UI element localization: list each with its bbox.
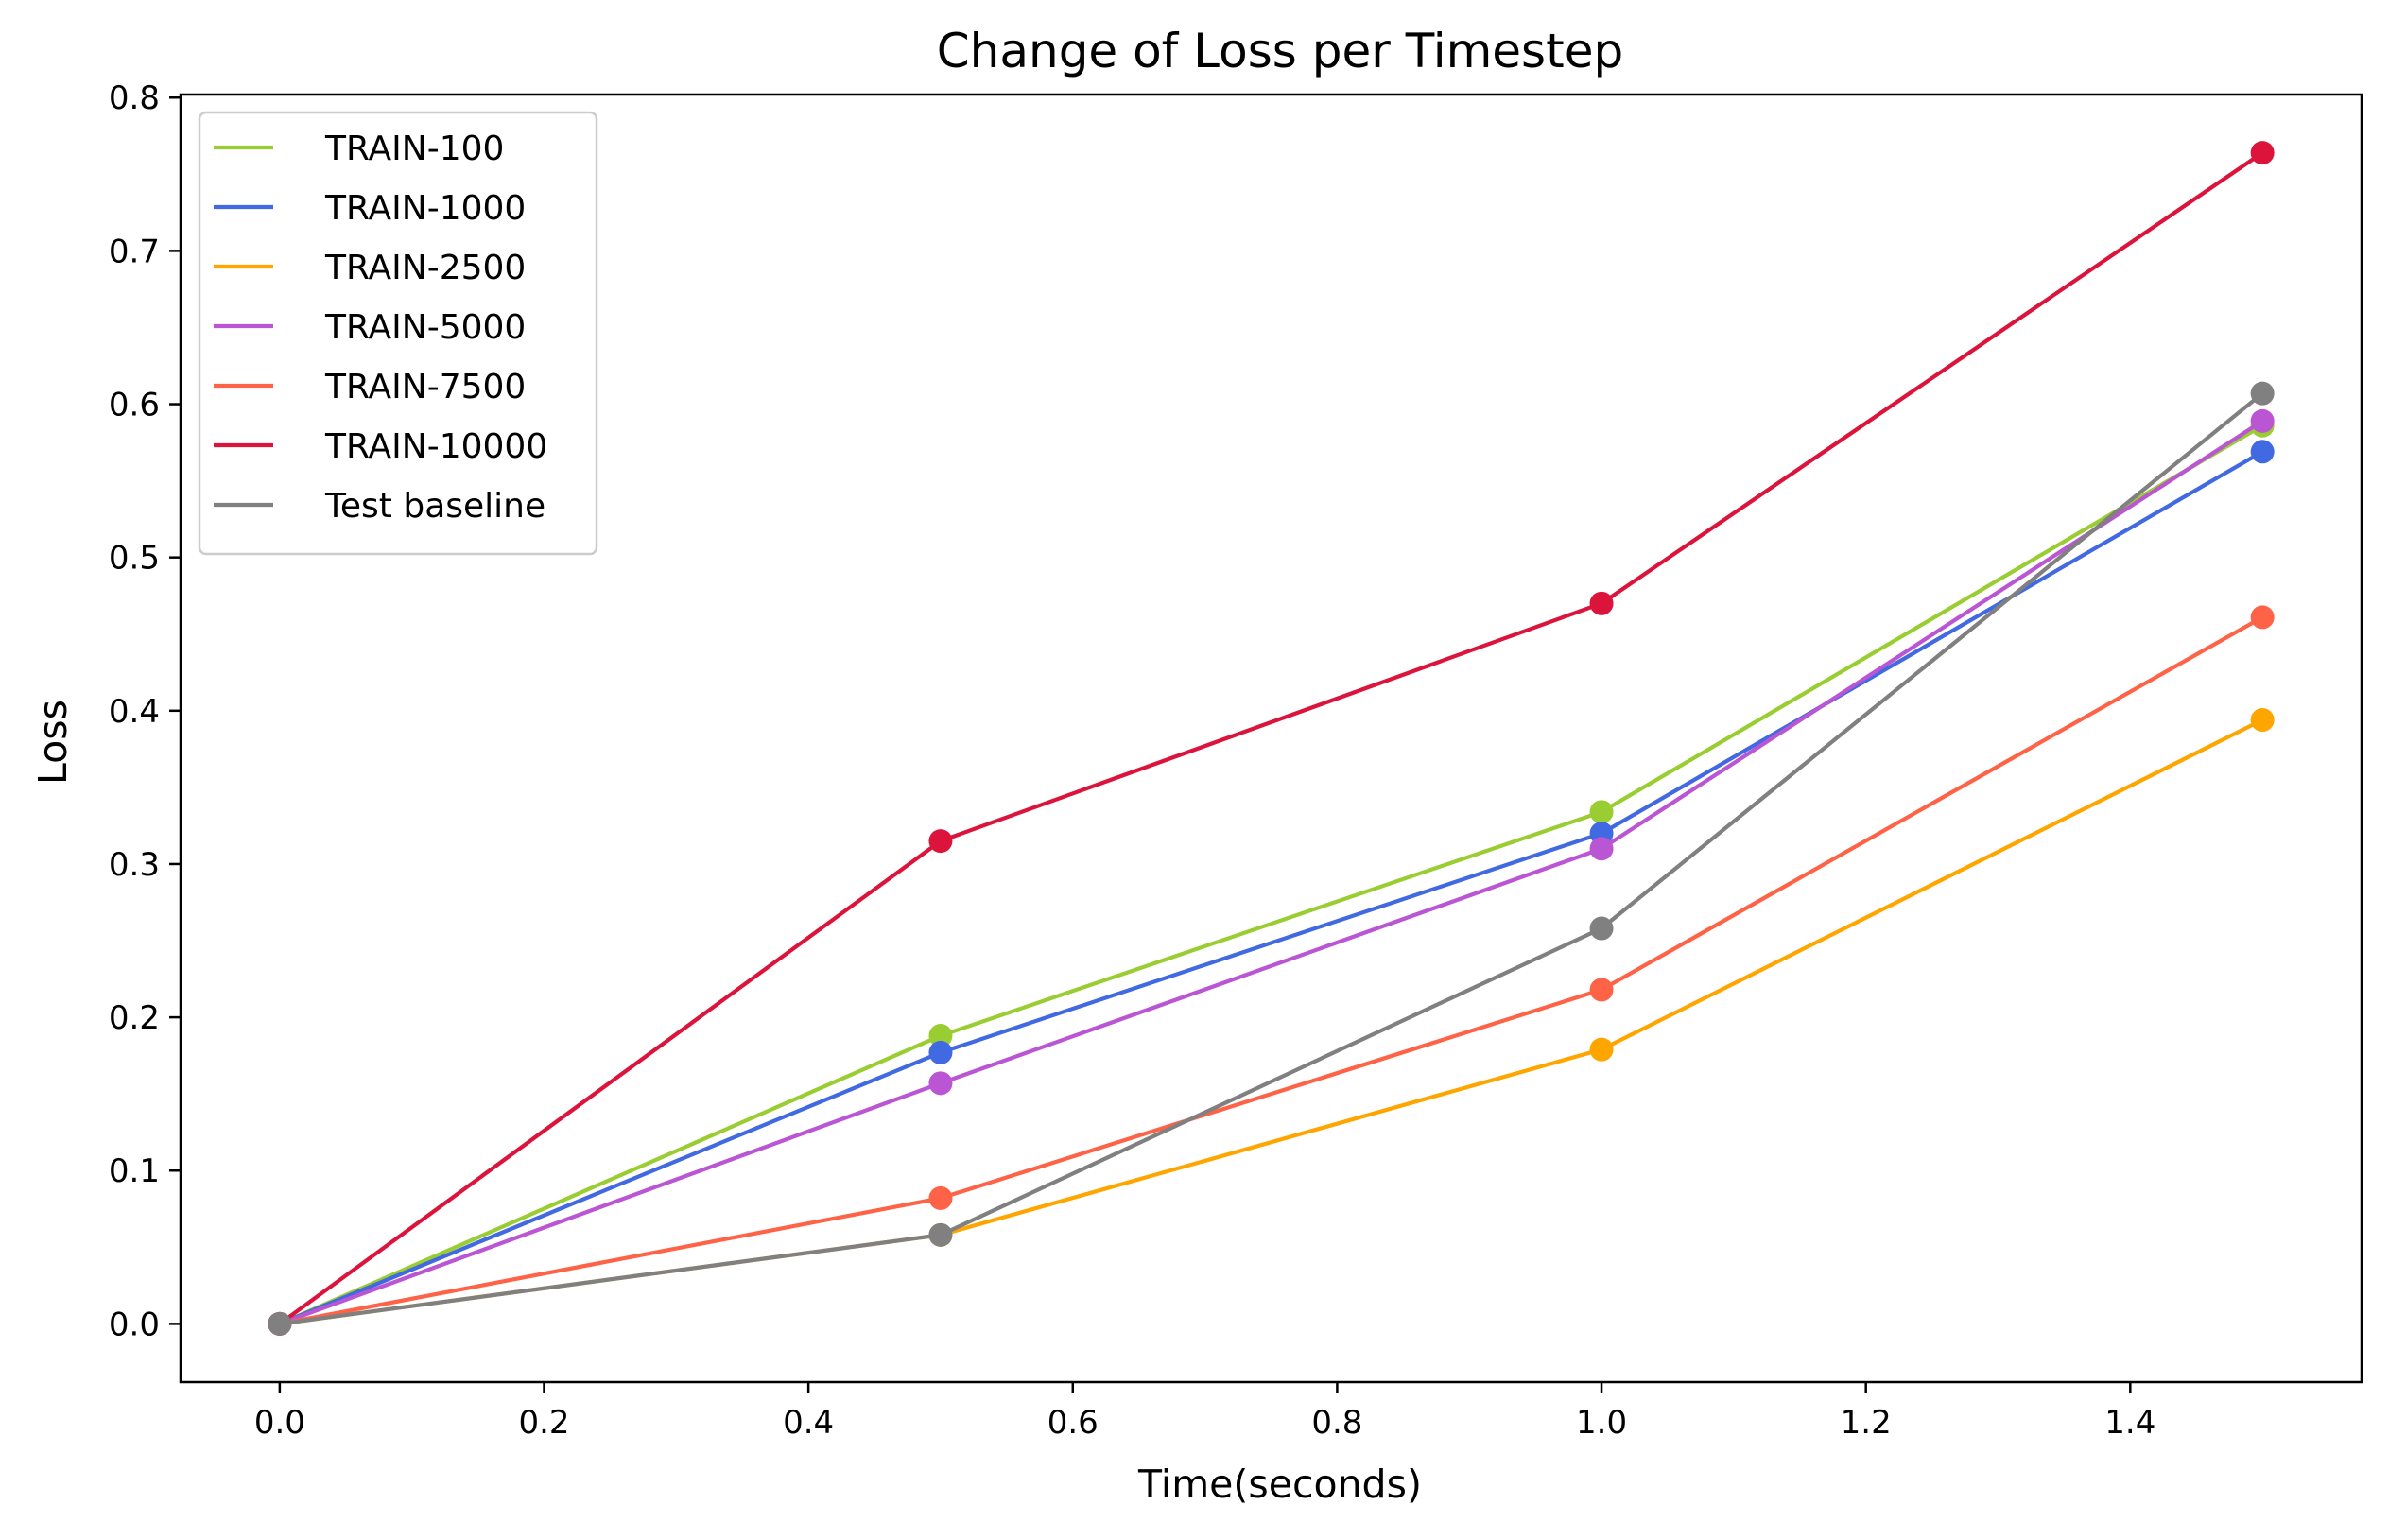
x-tick-label: 0.0 — [254, 1404, 305, 1442]
data-point — [2250, 408, 2275, 433]
data-point — [2250, 440, 2275, 464]
x-axis-ticks: 0.0 0.2 0.4 0.6 0.8 1.0 1.2 1.4 — [254, 1382, 2155, 1442]
y-tick-label: 0.1 — [109, 1152, 160, 1190]
data-point — [928, 829, 953, 854]
legend-label: TRAIN-10000 — [324, 427, 547, 466]
data-point — [2250, 381, 2275, 406]
data-point — [928, 1185, 953, 1210]
legend-label: TRAIN-1000 — [324, 189, 526, 228]
legend-item: TRAIN-5000 — [214, 308, 526, 347]
y-tick-label: 0.3 — [109, 846, 160, 884]
data-point — [928, 1222, 953, 1247]
plot-series — [268, 141, 2275, 1336]
y-tick-label: 0.7 — [109, 233, 160, 270]
legend-label: TRAIN-7500 — [324, 368, 526, 407]
x-tick-label: 1.0 — [1576, 1404, 1627, 1442]
series-line — [279, 391, 2264, 1326]
data-point — [1589, 916, 1614, 941]
data-point — [2250, 141, 2275, 165]
series-line — [279, 718, 2264, 1326]
legend-item: TRAIN-1000 — [214, 189, 526, 228]
y-tick-label: 0.0 — [109, 1306, 160, 1343]
data-point — [1589, 837, 1614, 861]
legend-item: TRAIN-10000 — [214, 427, 547, 466]
series-train-2500 — [268, 708, 2275, 1336]
legend-frame — [198, 111, 598, 556]
legend-item: TRAIN-2500 — [214, 249, 526, 287]
data-point — [2250, 605, 2275, 630]
data-point — [1589, 1037, 1614, 1062]
data-point — [1589, 591, 1614, 615]
data-point — [928, 1071, 953, 1096]
legend-label: TRAIN-5000 — [324, 308, 526, 347]
series-train-7500 — [268, 605, 2275, 1336]
data-point — [268, 1311, 292, 1336]
x-tick-label: 0.8 — [1311, 1404, 1362, 1442]
data-point — [1589, 800, 1614, 824]
y-tick-label: 0.2 — [109, 999, 160, 1037]
x-tick-label: 0.6 — [1047, 1404, 1099, 1442]
data-point — [928, 1024, 953, 1048]
series-line — [278, 150, 2264, 1326]
y-axis-ticks: 0.0 0.1 0.2 0.3 0.4 0.5 0.6 0.7 0.8 — [109, 79, 181, 1343]
x-tick-label: 1.2 — [1841, 1404, 1892, 1442]
series-train-1000 — [268, 440, 2275, 1336]
legend: TRAIN-100 TRAIN-1000 TRAIN-2500 TRAIN-5000 T… — [198, 111, 598, 556]
y-tick-label: 0.6 — [109, 387, 160, 424]
y-tick-label: 0.8 — [109, 79, 160, 117]
x-axis-label: Time(seconds) — [1137, 1462, 1422, 1507]
legend-label: TRAIN-2500 — [324, 249, 526, 287]
legend-label: TRAIN-100 — [324, 130, 504, 168]
x-tick-label: 0.4 — [783, 1404, 834, 1442]
series-test-baseline — [268, 381, 2275, 1336]
y-tick-label: 0.4 — [109, 693, 160, 731]
legend-item: Test baseline — [214, 487, 545, 526]
chart-title: Change of Loss per Timestep — [937, 24, 1623, 78]
x-tick-label: 0.2 — [518, 1404, 569, 1442]
series-line — [279, 424, 2264, 1326]
data-point — [1589, 978, 1614, 1002]
data-point — [928, 1040, 953, 1064]
y-tick-label: 0.5 — [109, 540, 160, 578]
series-line — [279, 615, 2264, 1326]
y-axis-label: Loss — [30, 700, 76, 785]
plot-area-frame — [179, 93, 2363, 1384]
legend-item: TRAIN-7500 — [214, 368, 526, 407]
legend-item: TRAIN-100 — [214, 130, 504, 168]
series-line — [279, 449, 2264, 1326]
series-line — [279, 419, 2264, 1326]
legend-label: Test baseline — [324, 487, 545, 526]
x-tick-label: 1.4 — [2104, 1404, 2155, 1442]
data-point — [2250, 708, 2275, 733]
